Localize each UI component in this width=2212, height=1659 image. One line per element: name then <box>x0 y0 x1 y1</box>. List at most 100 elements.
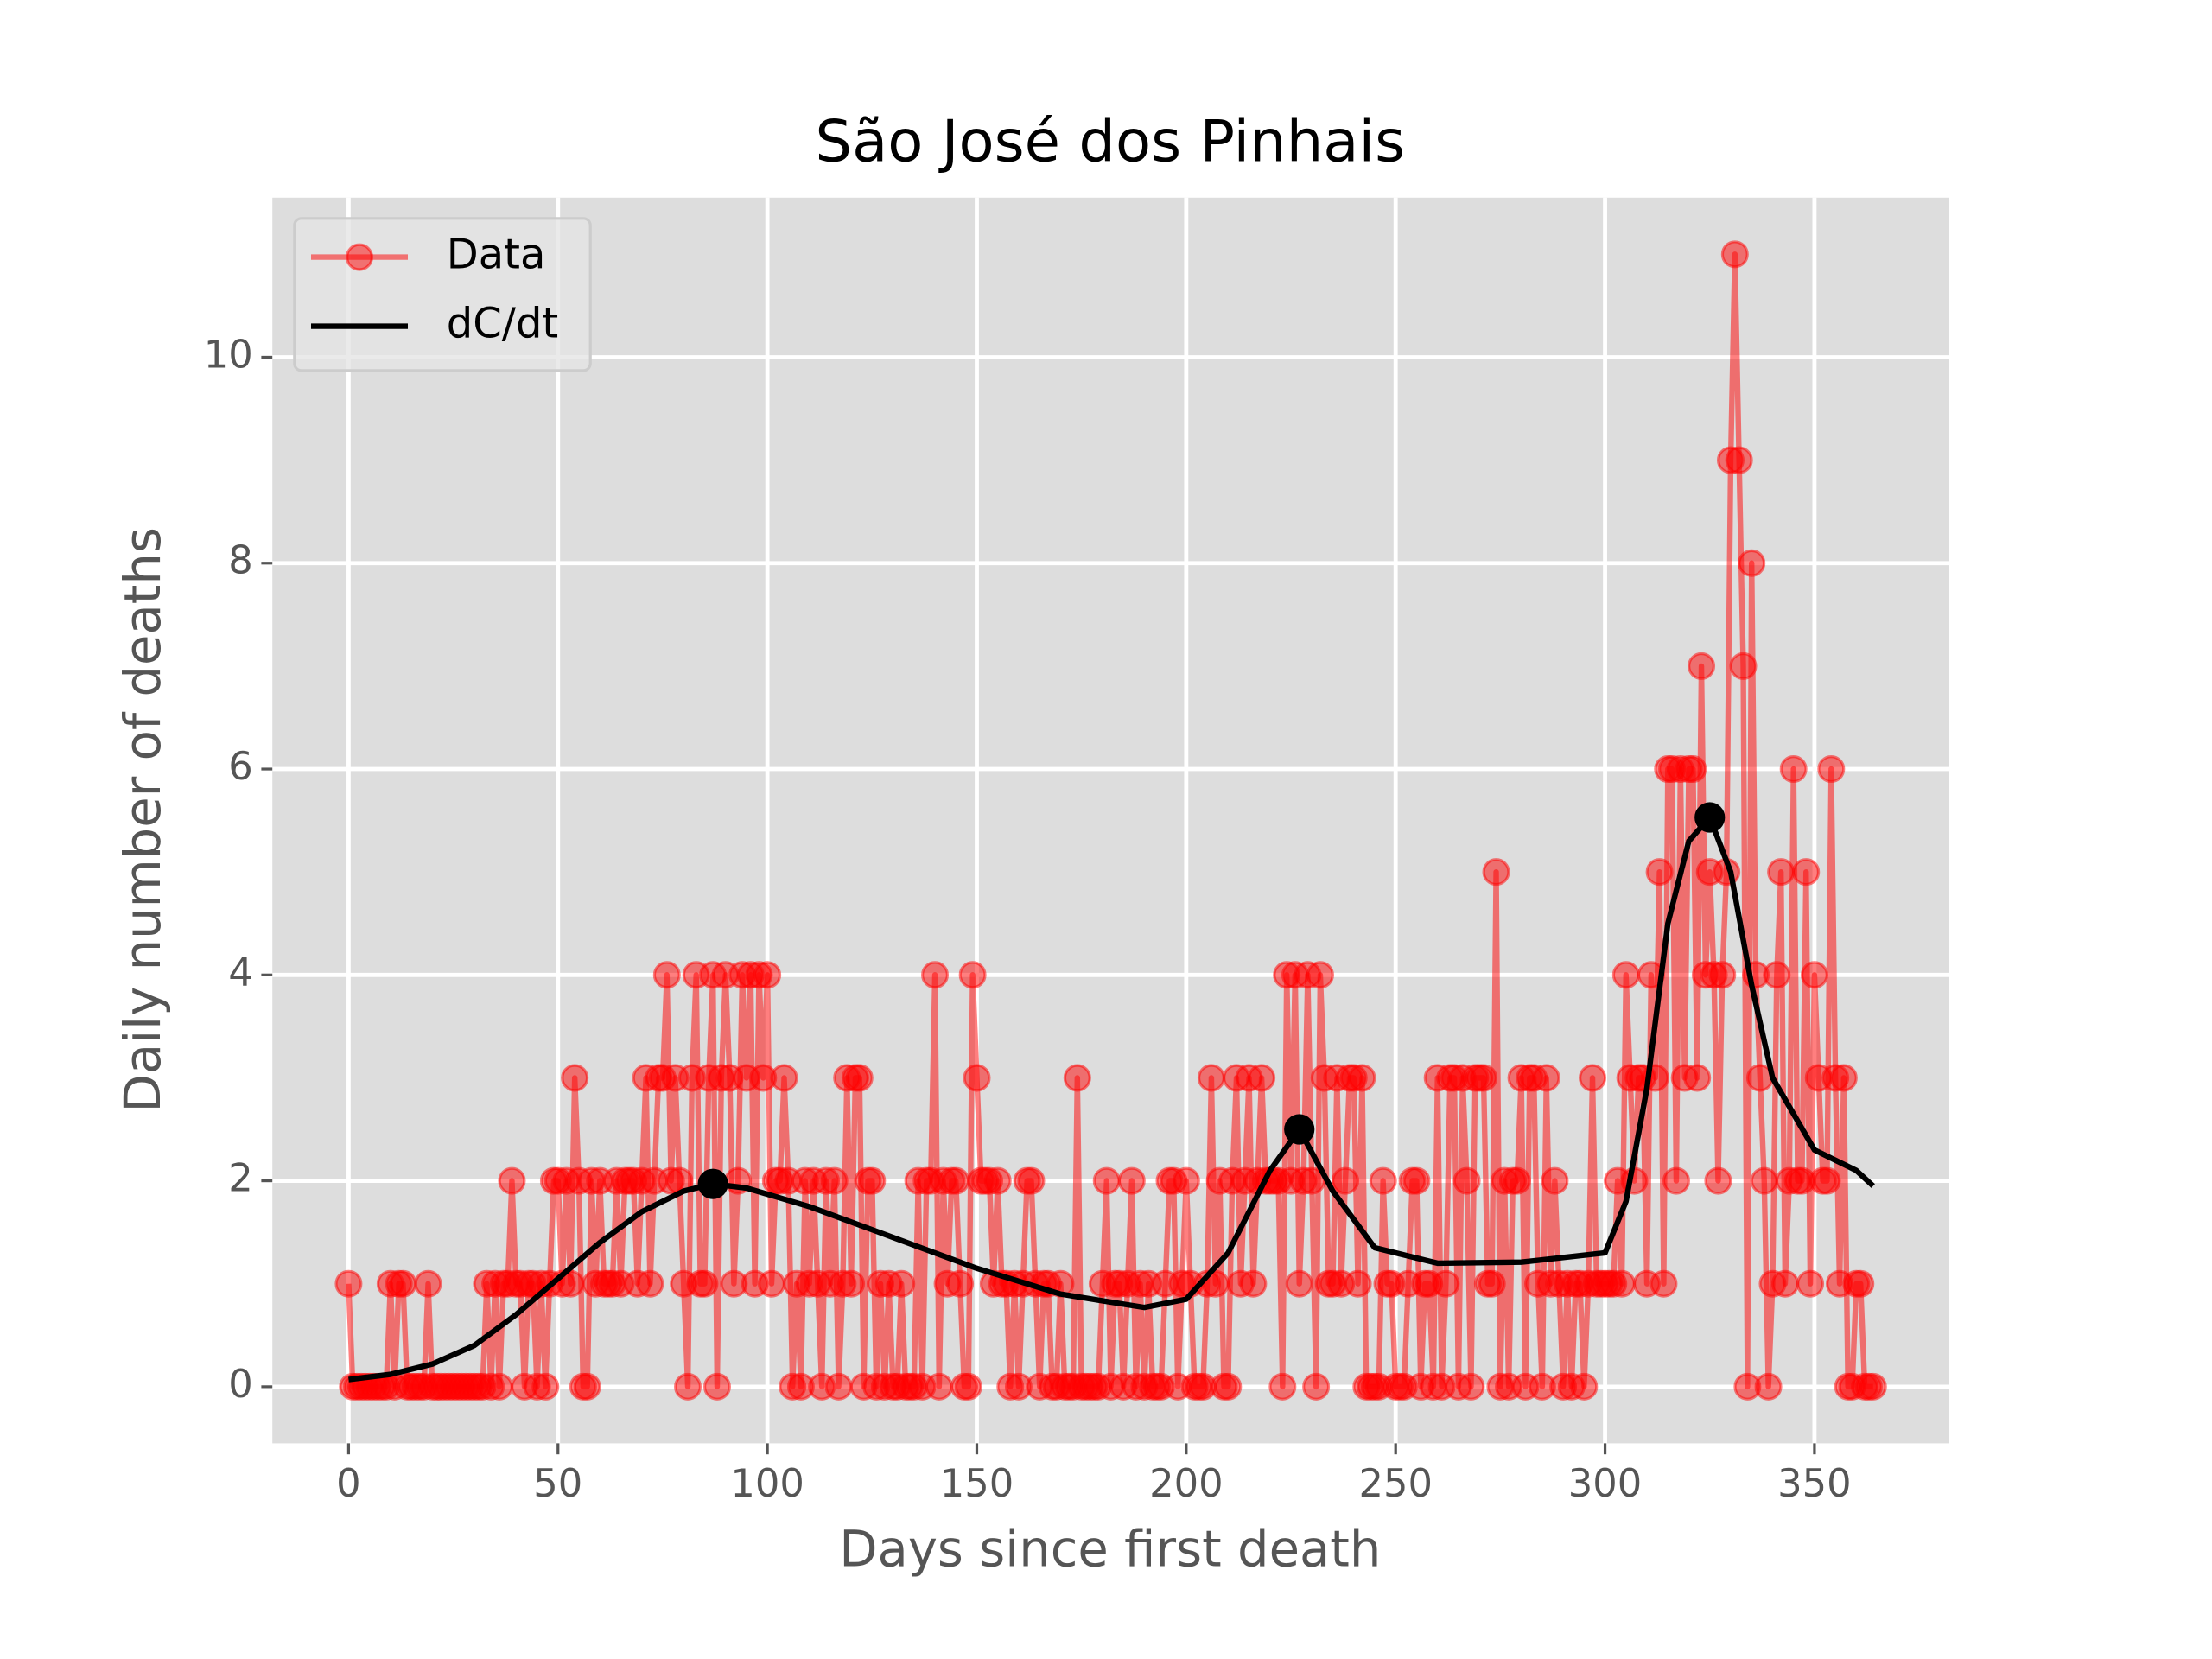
data-point <box>887 1269 916 1298</box>
data-point <box>820 1166 849 1195</box>
data-point <box>1214 1372 1243 1401</box>
chart-title: São José dos Pinhais <box>815 108 1405 175</box>
x-tick-label: 50 <box>533 1460 582 1506</box>
data-point <box>858 1166 887 1195</box>
data-point <box>1302 1372 1331 1401</box>
data-point <box>636 1269 664 1298</box>
data-point <box>702 1372 731 1401</box>
data-point <box>1092 1166 1121 1195</box>
data-point <box>1579 1064 1607 1092</box>
data-point <box>334 1269 363 1298</box>
data-point <box>1662 1166 1690 1195</box>
legend-marker <box>346 243 373 271</box>
data-point <box>757 1269 785 1298</box>
data-point <box>414 1269 442 1298</box>
data-point <box>1611 961 1640 989</box>
data-point <box>946 1269 975 1298</box>
data-point <box>1197 1064 1225 1092</box>
data-point <box>690 1269 719 1298</box>
x-tick-label: 250 <box>1358 1460 1433 1506</box>
data-point <box>921 961 950 989</box>
legend-label: dC/dt <box>447 300 558 348</box>
x-tick-label: 350 <box>1777 1460 1852 1506</box>
data-point <box>1117 1166 1146 1195</box>
data-point <box>824 1372 853 1401</box>
data-point <box>1541 1166 1569 1195</box>
data-point <box>958 961 987 989</box>
y-tick-label: 0 <box>228 1361 253 1407</box>
y-tick-label: 10 <box>204 331 253 377</box>
x-tick-label: 200 <box>1149 1460 1224 1506</box>
data-point <box>1348 1064 1376 1092</box>
data-point <box>1683 1064 1712 1092</box>
data-point <box>1285 1269 1313 1298</box>
data-point <box>1239 1269 1268 1298</box>
data-point <box>674 1372 702 1401</box>
data-point <box>1063 1064 1091 1092</box>
peak-point <box>697 1168 728 1199</box>
data-point <box>561 1064 589 1092</box>
data-point <box>753 961 782 989</box>
data-point <box>1796 1269 1825 1298</box>
data-point <box>485 1372 513 1401</box>
data-point <box>1452 1166 1481 1195</box>
data-point <box>1708 961 1737 989</box>
data-point <box>1017 1166 1046 1195</box>
data-point <box>1770 1269 1799 1298</box>
data-point <box>1847 1269 1875 1298</box>
data-point <box>1813 1166 1841 1195</box>
data-point <box>1369 1166 1397 1195</box>
data-point <box>1792 858 1821 887</box>
data-point <box>1402 1166 1431 1195</box>
data-point <box>1469 1064 1497 1092</box>
data-point <box>1725 446 1753 474</box>
data-point <box>1688 652 1716 680</box>
data-point <box>1607 1269 1636 1298</box>
data-point <box>1248 1064 1276 1092</box>
data-point <box>1763 961 1791 989</box>
data-point <box>1829 1064 1858 1092</box>
data-point <box>1720 240 1749 269</box>
data-point <box>1817 755 1846 784</box>
data-point <box>1503 1166 1531 1195</box>
data-point <box>1172 1166 1200 1195</box>
peak-point <box>1284 1114 1315 1145</box>
data-point <box>1649 1269 1678 1298</box>
data-point <box>1532 1064 1560 1092</box>
data-point <box>1457 1372 1485 1401</box>
data-point <box>1779 755 1808 784</box>
data-point <box>1750 1166 1778 1195</box>
data-point <box>1332 1166 1360 1195</box>
data-point <box>963 1064 991 1092</box>
peak-point <box>1694 802 1726 833</box>
data-point <box>1729 652 1758 680</box>
data-point <box>942 1166 970 1195</box>
data-point <box>770 1064 798 1092</box>
y-tick-label: 8 <box>228 537 253 583</box>
data-point <box>1859 1372 1887 1401</box>
x-axis-label: Days since first death <box>839 1520 1381 1578</box>
y-tick-label: 4 <box>228 949 253 995</box>
data-point <box>1570 1372 1599 1401</box>
data-point <box>845 1064 874 1092</box>
legend-label: Data <box>447 231 546 279</box>
data-point <box>925 1372 953 1401</box>
data-point <box>954 1372 982 1401</box>
data-point <box>1679 755 1707 784</box>
data-point <box>1306 961 1334 989</box>
data-point <box>531 1372 560 1401</box>
data-point <box>1754 1372 1783 1401</box>
data-point <box>1645 858 1674 887</box>
x-tick-label: 300 <box>1568 1460 1643 1506</box>
data-point <box>1738 549 1766 577</box>
x-tick-label: 150 <box>940 1460 1014 1506</box>
data-point <box>1344 1269 1372 1298</box>
data-point <box>1482 858 1510 887</box>
y-axis-label: Daily number of deaths <box>114 527 172 1112</box>
data-point <box>389 1269 417 1298</box>
data-point <box>1268 1372 1297 1401</box>
data-point <box>1767 858 1796 887</box>
data-point <box>498 1166 526 1195</box>
